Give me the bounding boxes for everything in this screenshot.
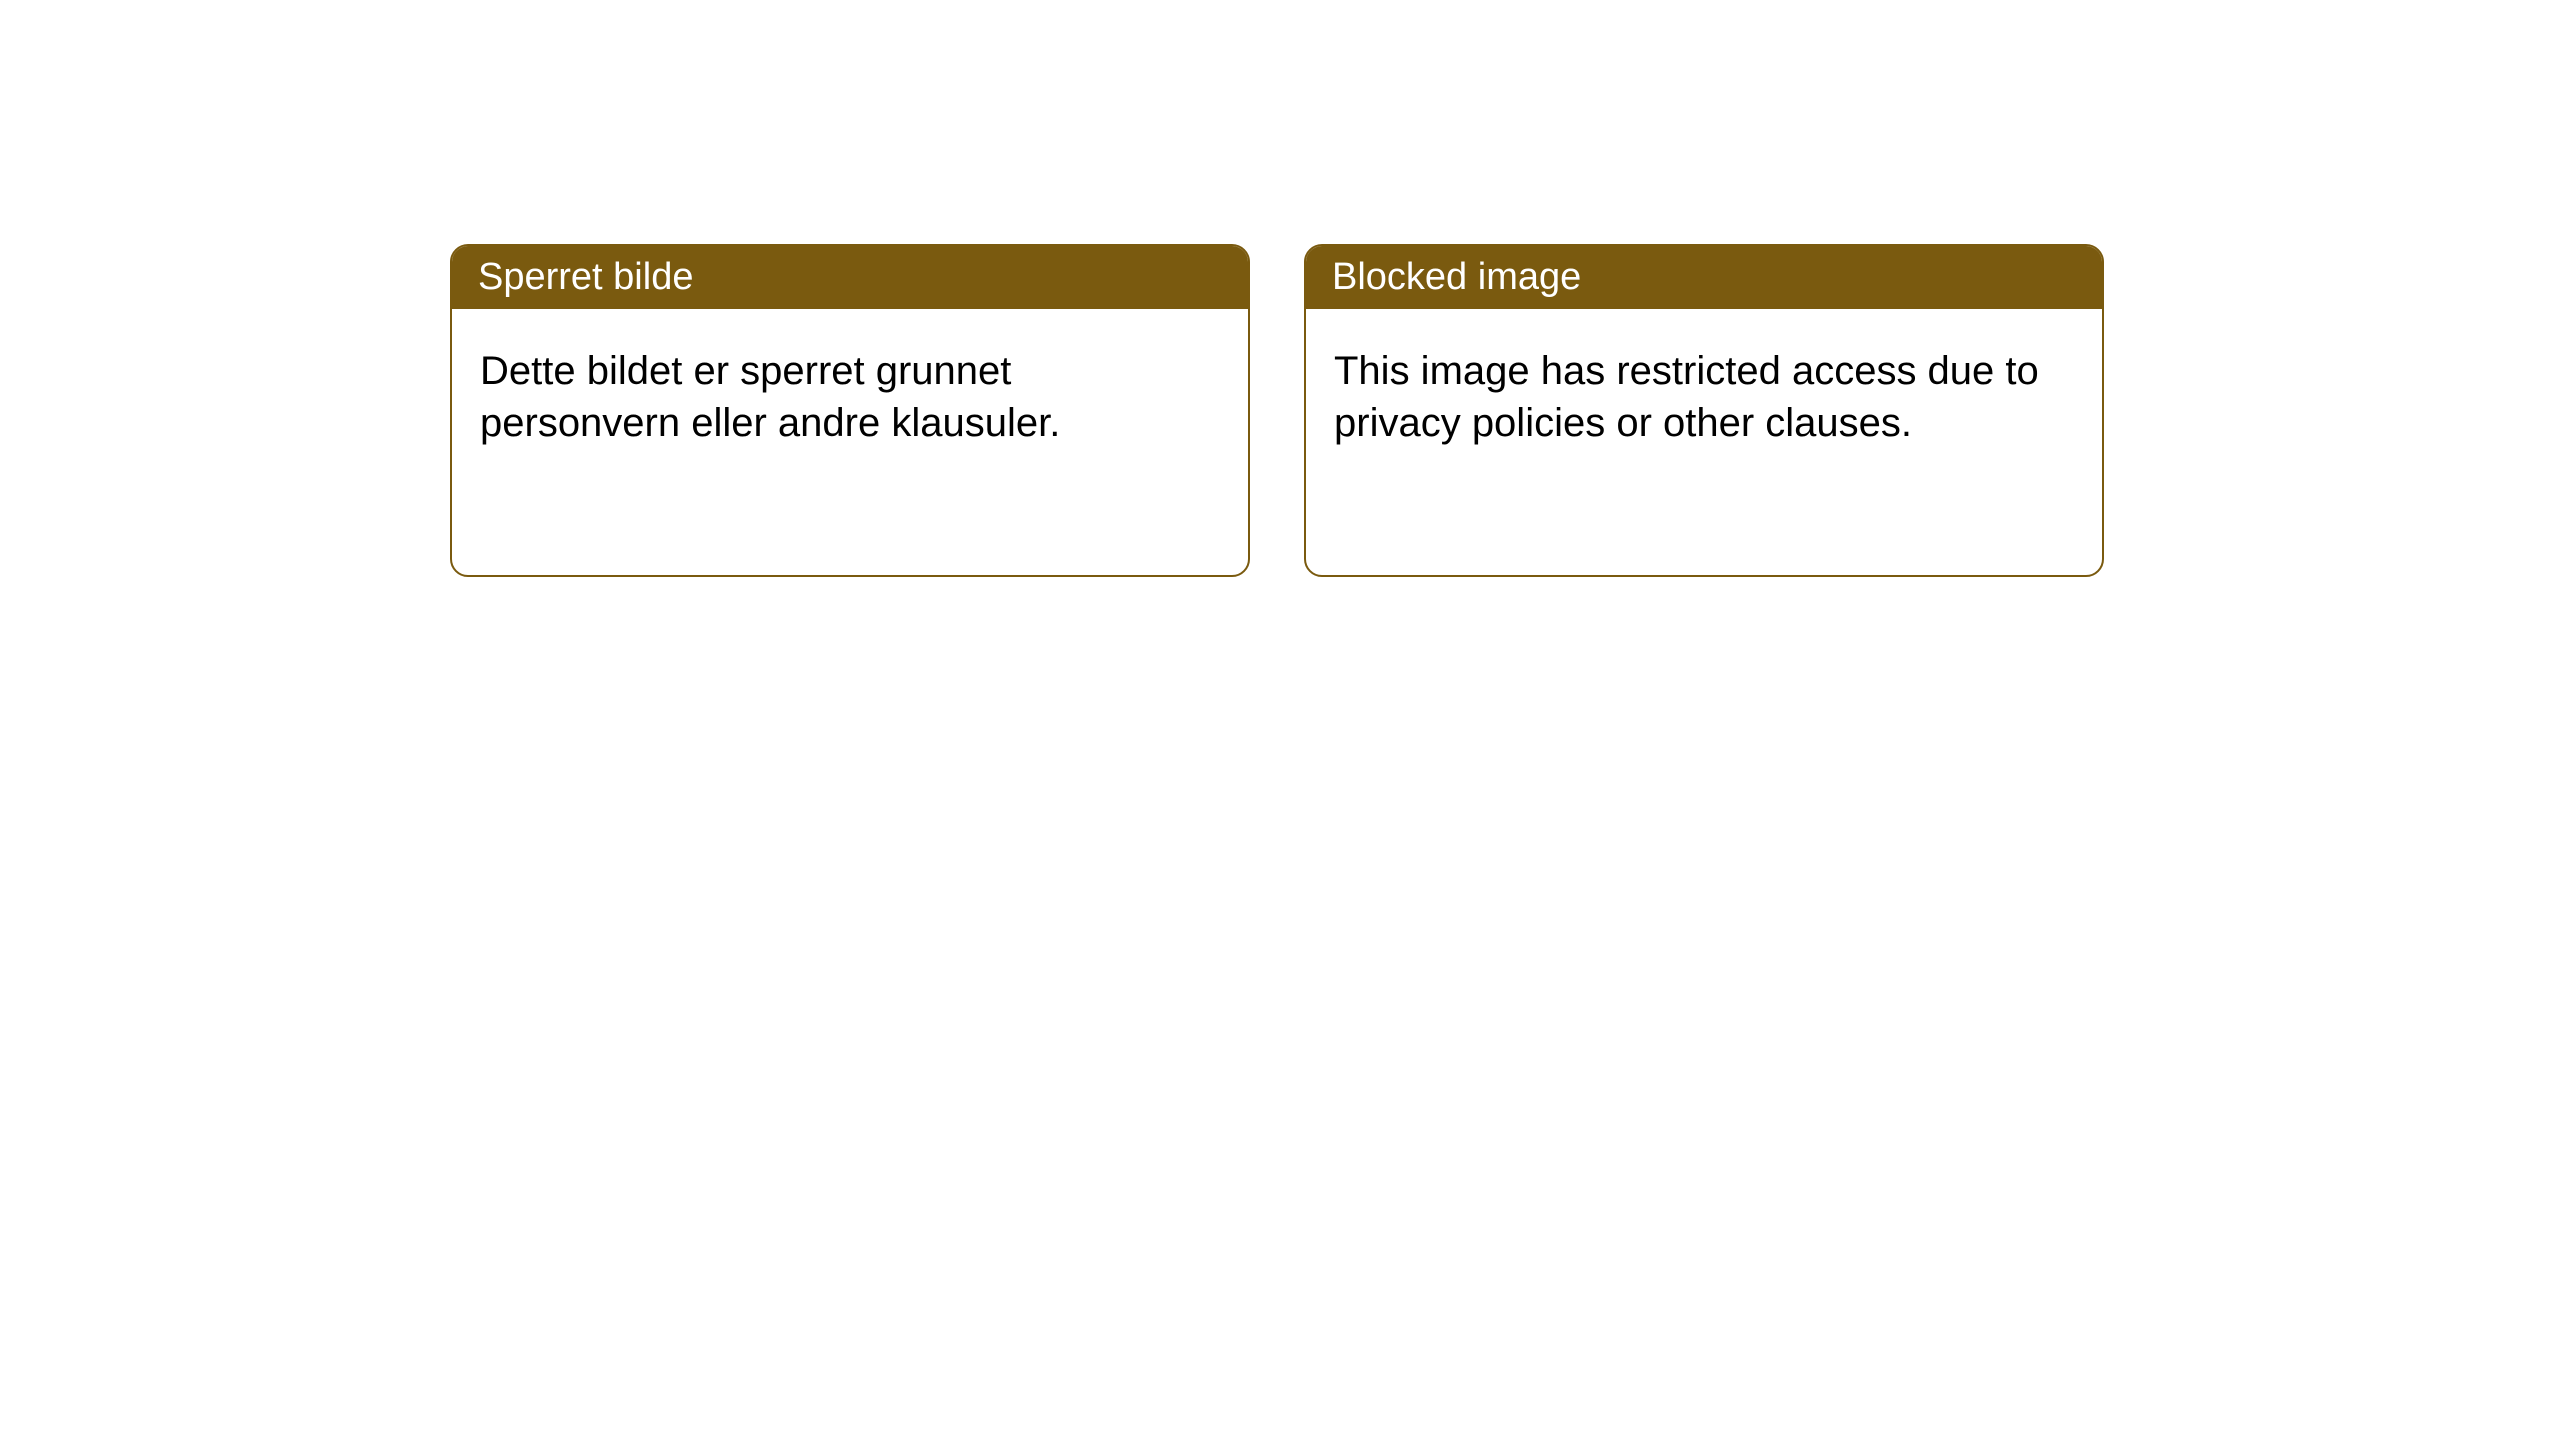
card-message: This image has restricted access due to … xyxy=(1334,349,2039,445)
card-title: Blocked image xyxy=(1332,256,1581,298)
card-header: Sperret bilde xyxy=(452,246,1248,309)
card-message: Dette bildet er sperret grunnet personve… xyxy=(480,349,1060,445)
notice-card-english: Blocked image This image has restricted … xyxy=(1304,244,2104,577)
notice-card-norwegian: Sperret bilde Dette bildet er sperret gr… xyxy=(450,244,1250,577)
card-body: This image has restricted access due to … xyxy=(1306,309,2102,485)
notice-cards-container: Sperret bilde Dette bildet er sperret gr… xyxy=(450,244,2104,577)
card-body: Dette bildet er sperret grunnet personve… xyxy=(452,309,1248,485)
card-title: Sperret bilde xyxy=(478,256,693,298)
card-header: Blocked image xyxy=(1306,246,2102,309)
